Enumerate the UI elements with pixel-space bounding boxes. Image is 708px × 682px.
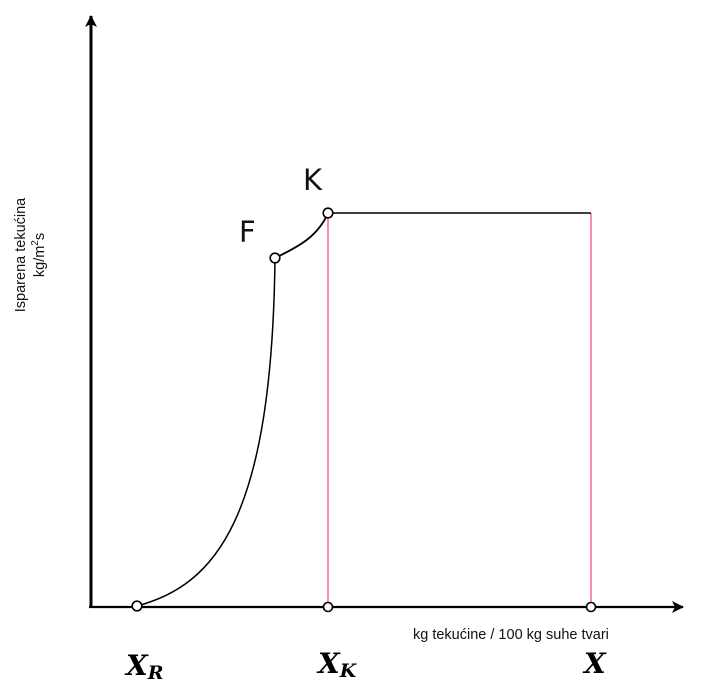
xk-label: XK — [316, 647, 358, 682]
x-axis-marker — [585, 601, 597, 613]
transition-curve-f-to-k — [274, 212, 329, 259]
falling-rate-curve — [136, 257, 276, 607]
point-f-label: F — [239, 215, 256, 249]
x-label: X — [582, 647, 607, 680]
xr-label: XR — [124, 649, 164, 682]
xr-axis-marker — [131, 600, 143, 612]
point-k-marker — [322, 207, 334, 219]
y-axis-label: Isparena tekućina kg/m2s — [13, 197, 48, 312]
point-f-marker — [269, 252, 281, 264]
y-axis-label-line2: kg/m2s — [30, 233, 48, 277]
y-axis-label-line1: Isparena tekućina — [13, 197, 29, 312]
x-axis-label: kg tekućine / 100 kg suhe tvari — [413, 627, 609, 643]
xk-axis-marker — [322, 601, 334, 613]
point-k-label: K — [303, 163, 323, 197]
